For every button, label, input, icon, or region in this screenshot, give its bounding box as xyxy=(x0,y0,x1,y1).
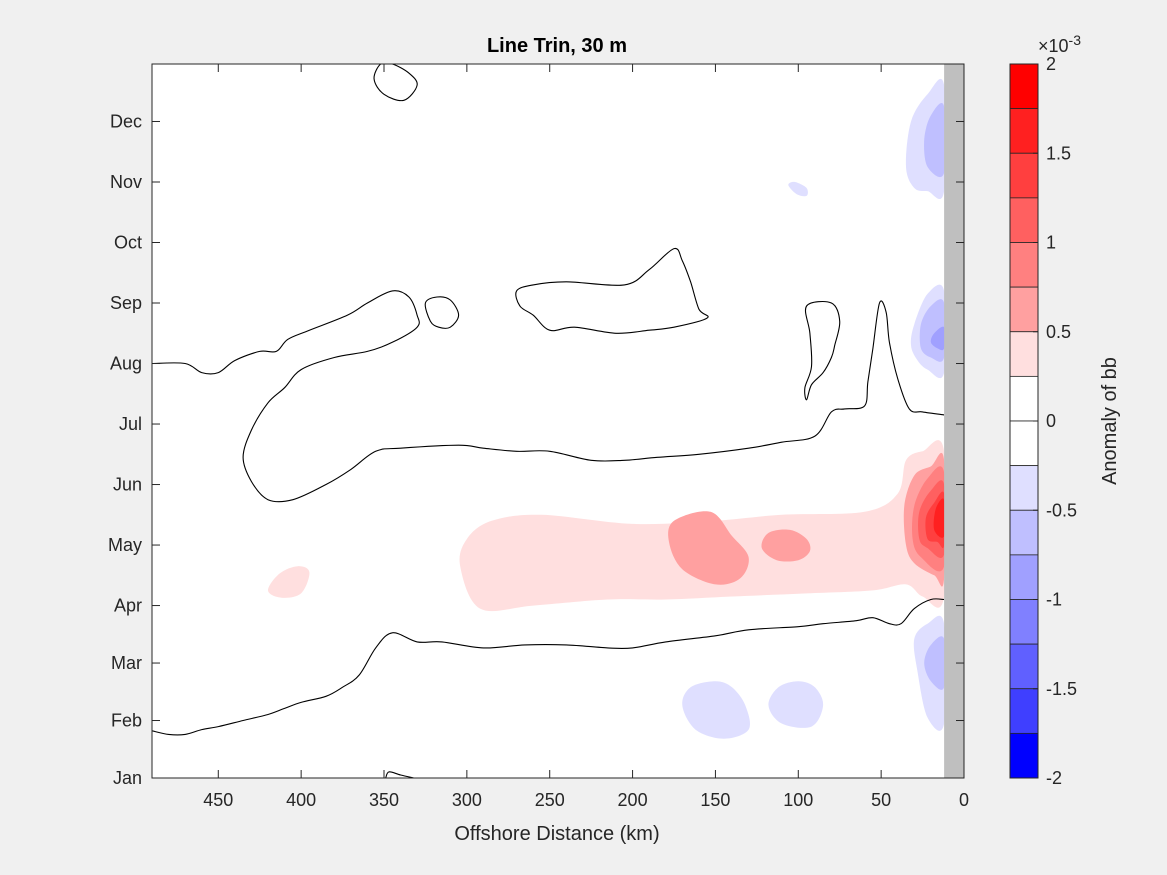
colorbar-label: Anomaly of bb xyxy=(1099,357,1121,485)
colorbar-tick-label-5: -0.5 xyxy=(1046,500,1077,520)
filled-region-17 xyxy=(682,681,750,739)
plot-background xyxy=(152,64,964,778)
y-tick-label-11: Dec xyxy=(110,111,142,131)
plot-title: Line Trin, 30 m xyxy=(487,35,627,57)
filled-region-11 xyxy=(788,181,808,197)
colorbar-tick-label-0: 2 xyxy=(1046,54,1056,74)
contour-lines xyxy=(152,64,945,778)
colorbar-swatch-12 xyxy=(1009,599,1039,645)
x-axis-title: Offshore Distance (km) xyxy=(454,823,659,845)
colorbar-swatch-2 xyxy=(1009,152,1039,199)
y-tick-label-7: Aug xyxy=(110,354,142,374)
colorbar-swatch-3 xyxy=(1009,197,1039,243)
filled-region-10 xyxy=(924,102,946,178)
y-tick-label-10: Nov xyxy=(110,172,142,192)
colorbar-swatch-11 xyxy=(1009,554,1039,600)
x-tick-label-9: 0 xyxy=(959,790,969,810)
y-tick-label-6: Jul xyxy=(119,414,142,434)
colorbar-tick-label-4: 0 xyxy=(1046,411,1056,431)
y-tick-label-5: Jun xyxy=(113,475,142,495)
colorbar-multiplier: ×10-3 xyxy=(1038,32,1081,56)
x-tick-label-7: 100 xyxy=(783,790,813,810)
colorbar-ticks: 2 1.5 1 0.5 0 -0.5 -1 -1.5 -2 xyxy=(1033,54,1077,788)
plot-frame xyxy=(151,63,965,779)
contour-line-3 xyxy=(515,247,709,334)
colorbar-tick-label-2: 1 xyxy=(1046,233,1056,253)
colorbar-swatch-14 xyxy=(1009,688,1039,734)
x-tick-label-1: 400 xyxy=(286,790,316,810)
colorbar-swatch-7 xyxy=(1009,375,1039,422)
colorbar-swatch-4 xyxy=(1009,242,1039,288)
filled-region-18 xyxy=(768,681,824,728)
x-tick-label-2: 350 xyxy=(369,790,399,810)
filled-region-2 xyxy=(668,511,749,585)
colorbar-swatch-1 xyxy=(1009,108,1039,154)
x-tick-label-5: 200 xyxy=(618,790,648,810)
x-tick-label-0: 450 xyxy=(203,790,233,810)
contour-line-4 xyxy=(373,64,418,102)
filled-region-14 xyxy=(930,326,946,351)
contour-line-2 xyxy=(424,296,460,329)
y-axis: Jan Feb Mar Apr May Jun Jul Aug Sep Oct Nov Dec xyxy=(108,111,964,788)
colorbar-swatch-8 xyxy=(1009,420,1039,467)
y-tick-label-1: Feb xyxy=(111,711,142,731)
contour-line-1 xyxy=(804,300,841,401)
filled-region-16 xyxy=(924,636,946,690)
colorbar-swatches xyxy=(1009,63,1039,779)
y-tick-label-3: Apr xyxy=(114,596,142,616)
y-tick-label-0: Jan xyxy=(113,768,142,788)
y-tick-label-8: Sep xyxy=(110,293,142,313)
colorbar-tick-label-3: 0.5 xyxy=(1046,322,1071,342)
y-tick-label-4: May xyxy=(108,535,142,555)
filled-region-0 xyxy=(267,566,310,598)
land-mask xyxy=(944,64,964,778)
plot-area xyxy=(151,63,965,779)
x-tick-label-4: 250 xyxy=(535,790,565,810)
colorbar-swatch-15 xyxy=(1009,732,1039,779)
colorbar: 2 1.5 1 0.5 0 -0.5 -1 -1.5 -2 ×10-3 Anomaly of b… xyxy=(1009,32,1121,788)
colorbar-swatch-9 xyxy=(1009,465,1039,511)
x-tick-label-8: 50 xyxy=(871,790,891,810)
colorbar-tick-label-7: -1.5 xyxy=(1046,679,1077,699)
x-axis: 450 400 350 300 250 200 150 100 50 0 xyxy=(203,64,969,810)
filled-region-3 xyxy=(761,529,811,562)
colorbar-tick-label-6: -1 xyxy=(1046,590,1062,610)
x-tick-label-3: 300 xyxy=(452,790,482,810)
colorbar-swatch-0 xyxy=(1009,63,1039,110)
contour-line-0 xyxy=(152,290,945,503)
x-tick-label-6: 150 xyxy=(700,790,730,810)
filled-contours xyxy=(267,78,947,739)
y-tick-label-2: Mar xyxy=(111,653,142,673)
colorbar-swatch-6 xyxy=(1009,331,1039,377)
colorbar-tick-label-1: 1.5 xyxy=(1046,143,1071,163)
colorbar-swatch-13 xyxy=(1009,643,1039,690)
colorbar-swatch-5 xyxy=(1009,286,1039,333)
contour-line-6 xyxy=(385,771,414,778)
y-tick-label-9: Oct xyxy=(114,233,142,253)
colorbar-swatch-10 xyxy=(1009,509,1039,556)
colorbar-tick-label-8: -2 xyxy=(1046,768,1062,788)
filled-region-8 xyxy=(933,498,946,538)
contour-line-5 xyxy=(152,598,945,736)
